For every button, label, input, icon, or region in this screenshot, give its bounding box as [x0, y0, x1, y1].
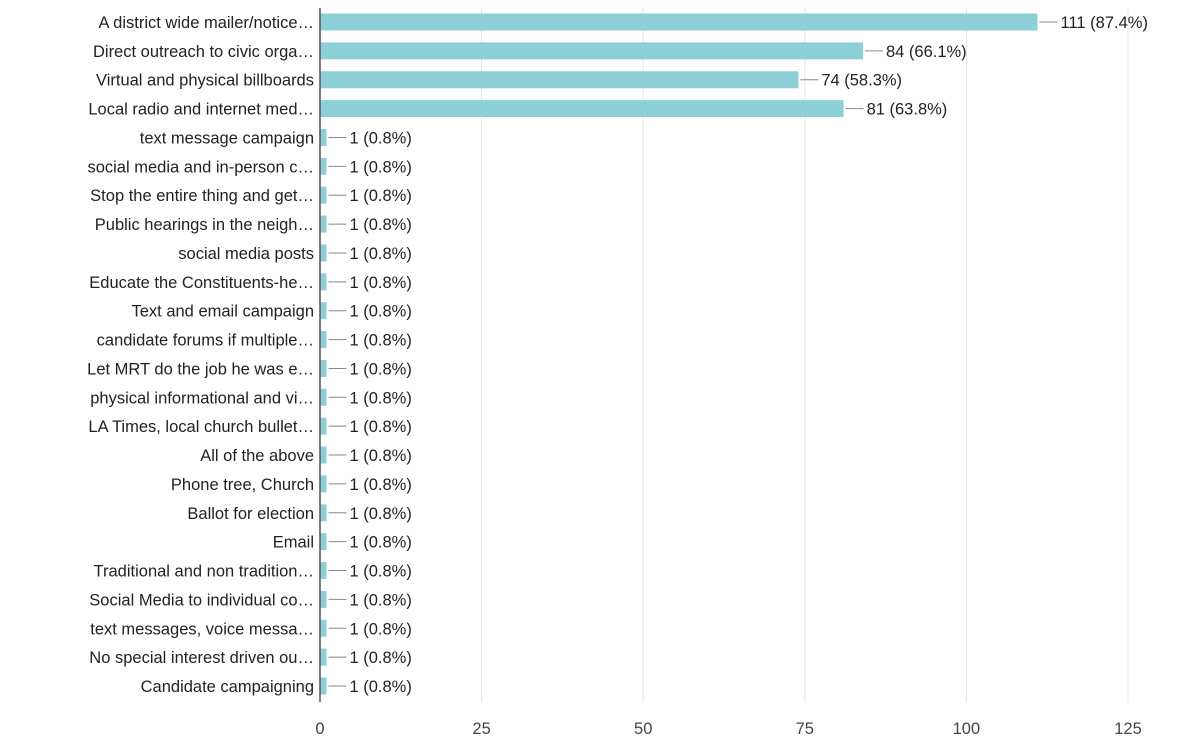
bar	[320, 446, 327, 464]
value-label: 74 (58.3%)	[821, 72, 902, 90]
x-tick-label: 25	[472, 720, 490, 738]
category-label: Local radio and internet med…	[88, 101, 314, 119]
category-label: No special interest driven ou…	[89, 649, 314, 667]
value-label: 84 (66.1%)	[886, 43, 967, 61]
value-label: 1 (0.8%)	[349, 274, 411, 292]
category-label: text messages, voice messa…	[90, 620, 314, 638]
value-label: 1 (0.8%)	[349, 216, 411, 234]
bar	[320, 71, 799, 89]
value-label: 1 (0.8%)	[349, 418, 411, 436]
bar	[320, 590, 327, 608]
x-tick-label: 50	[634, 720, 652, 738]
bar	[320, 42, 863, 60]
category-label: Text and email campaign	[131, 303, 314, 321]
category-label: Social Media to individual co…	[89, 591, 314, 609]
category-label: Phone tree, Church	[171, 476, 314, 494]
category-label: Stop the entire thing and get…	[90, 187, 314, 205]
category-label: social media and in-person c…	[87, 158, 314, 176]
bar	[320, 186, 327, 204]
bar	[320, 619, 327, 637]
category-label: LA Times, local church bullet…	[88, 418, 314, 436]
category-label: Direct outreach to civic orga…	[93, 43, 314, 61]
x-tick-label: 0	[315, 720, 324, 738]
value-label: 1 (0.8%)	[349, 563, 411, 581]
value-label: 1 (0.8%)	[349, 620, 411, 638]
category-label: text message campaign	[140, 129, 314, 147]
bar	[320, 215, 327, 233]
x-axis-ticks: 0 25 50 75 100 125	[315, 8, 1142, 738]
category-label: All of the above	[200, 447, 314, 465]
category-label: physical informational and vi…	[90, 389, 314, 407]
bar	[320, 244, 327, 262]
bar	[320, 100, 844, 118]
category-label: Public hearings in the neigh…	[95, 216, 314, 234]
value-label: 1 (0.8%)	[349, 534, 411, 552]
bars	[320, 13, 1038, 695]
bar	[320, 648, 327, 666]
value-label: 1 (0.8%)	[349, 158, 411, 176]
category-label: candidate forums if multiple…	[97, 332, 314, 350]
x-tick-label: 75	[796, 720, 814, 738]
x-tick-label: 125	[1114, 720, 1142, 738]
bar	[320, 677, 327, 695]
bar	[320, 504, 327, 522]
value-label: 1 (0.8%)	[349, 476, 411, 494]
category-label: Let MRT do the job he was e…	[87, 360, 314, 378]
bar	[320, 13, 1038, 31]
value-label: 1 (0.8%)	[349, 303, 411, 321]
bar	[320, 475, 327, 493]
bar	[320, 302, 327, 320]
value-label: 81 (63.8%)	[867, 101, 948, 119]
value-label: 1 (0.8%)	[349, 245, 411, 263]
value-label: 1 (0.8%)	[349, 332, 411, 350]
value-label: 1 (0.8%)	[349, 187, 411, 205]
value-label: 1 (0.8%)	[349, 389, 411, 407]
bar	[320, 157, 327, 175]
category-label: social media posts	[178, 245, 314, 263]
category-label: Candidate campaigning	[141, 678, 314, 696]
bar	[320, 331, 327, 349]
value-label: 1 (0.8%)	[349, 678, 411, 696]
x-tick-label: 100	[953, 720, 981, 738]
value-label: 1 (0.8%)	[349, 649, 411, 667]
category-label: Traditional and non tradition…	[94, 563, 314, 581]
value-label: 1 (0.8%)	[349, 360, 411, 378]
value-label: 1 (0.8%)	[349, 505, 411, 523]
bar	[320, 562, 327, 580]
bar	[320, 359, 327, 377]
bar	[320, 388, 327, 406]
value-label: 1 (0.8%)	[349, 591, 411, 609]
category-label: A district wide mailer/notice…	[99, 14, 315, 32]
category-label: Ballot for election	[187, 505, 314, 523]
value-labels: 111 (87.4%) 84 (66.1%) 74 (58.3%) 81 (63.8%…	[328, 14, 1148, 696]
category-label: Educate the Constituents-he…	[89, 274, 314, 292]
value-label: 111 (87.4%)	[1061, 14, 1148, 32]
category-label: Virtual and physical billboards	[96, 72, 314, 90]
value-label: 1 (0.8%)	[349, 129, 411, 147]
value-label: 1 (0.8%)	[349, 447, 411, 465]
bar	[320, 417, 327, 435]
category-label: Email	[273, 534, 314, 552]
bar	[320, 273, 327, 291]
grid-lines	[481, 8, 1129, 702]
bar	[320, 128, 327, 146]
category-labels: A district wide mailer/notice… Direct out…	[87, 14, 314, 696]
bar	[320, 533, 327, 551]
